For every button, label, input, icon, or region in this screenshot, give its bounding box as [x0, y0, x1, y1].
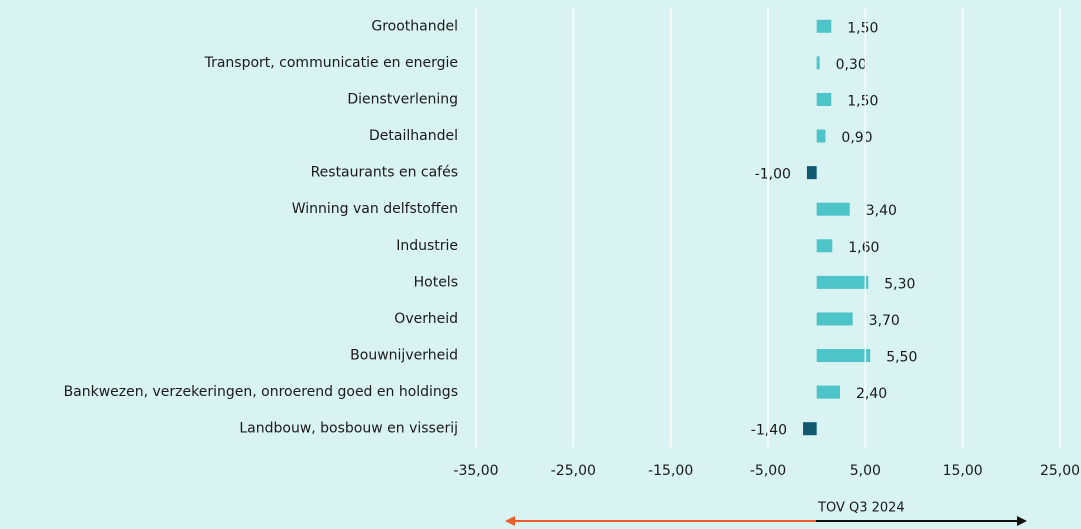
bar — [803, 422, 817, 436]
data-label: 3,40 — [866, 203, 897, 219]
category-label: Dienstverlening — [347, 91, 458, 107]
data-label: 1,60 — [848, 240, 879, 256]
data-label: 1,50 — [847, 93, 878, 109]
data-label: 5,30 — [884, 276, 915, 292]
data-label: 0,90 — [841, 130, 872, 146]
bar — [816, 385, 841, 399]
bar — [816, 239, 833, 253]
category-label: Bankwezen, verzekeringen, onroerend goed… — [64, 384, 458, 400]
category-label: Overheid — [394, 311, 458, 327]
category-label: Bouwnijverheid — [350, 348, 458, 364]
data-label: -1,40 — [751, 423, 787, 439]
bar — [816, 275, 869, 289]
bar — [806, 166, 817, 180]
x-tick-label: -5,00 — [750, 463, 786, 479]
data-label: 3,70 — [869, 313, 900, 329]
category-label: Landbouw, bosbouw en visserij — [239, 421, 458, 437]
category-label: Groothandel — [371, 18, 458, 34]
category-label: Detailhandel — [369, 128, 458, 144]
bar — [816, 349, 871, 363]
data-label: 2,40 — [856, 386, 887, 402]
x-tick-label: 15,00 — [943, 463, 983, 479]
bar — [816, 19, 832, 33]
category-label: Hotels — [414, 274, 458, 290]
data-label: -1,00 — [755, 167, 791, 183]
data-label: 5,50 — [886, 350, 917, 366]
x-tick-label: -15,00 — [648, 463, 693, 479]
bar — [816, 312, 853, 326]
bar — [816, 129, 826, 143]
x-tick-label: 25,00 — [1040, 463, 1080, 479]
category-label: Restaurants en cafés — [311, 165, 458, 181]
x-tick-label: 5,00 — [850, 463, 881, 479]
x-tick-label: -25,00 — [551, 463, 596, 479]
category-label: Industrie — [396, 238, 458, 254]
data-label: 0,30 — [836, 57, 867, 73]
data-label: 1,50 — [847, 20, 878, 36]
category-label: Winning van delfstoffen — [292, 201, 458, 217]
bar — [816, 56, 820, 70]
bar — [816, 92, 832, 106]
x-tick-label: -35,00 — [453, 463, 498, 479]
category-label: Transport, communicatie en energie — [204, 55, 458, 71]
bar — [816, 202, 850, 216]
annotation: TOV Q3 2024 — [817, 501, 905, 516]
